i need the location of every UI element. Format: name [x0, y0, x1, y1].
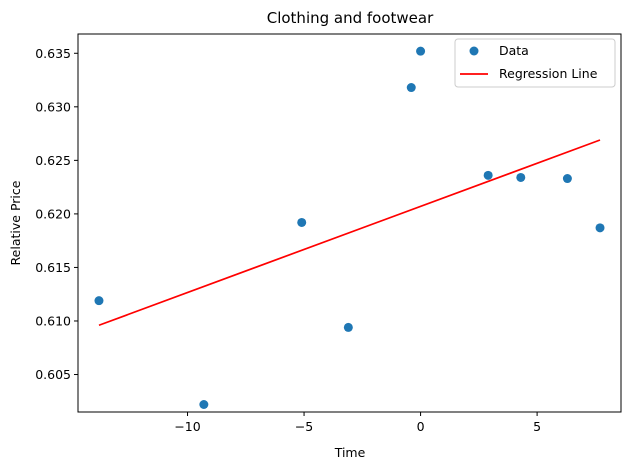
- plot-frame: [77, 33, 622, 413]
- data-point: [483, 170, 493, 180]
- legend-data-marker: [469, 46, 479, 56]
- data-point: [297, 217, 307, 227]
- chart-title: Clothing and footwear: [267, 9, 434, 27]
- data-point: [562, 174, 572, 184]
- y-tick-label: 0.635: [35, 46, 71, 61]
- plot-content: [94, 46, 605, 410]
- y-tick-label: 0.630: [35, 99, 71, 114]
- data-point: [406, 83, 416, 93]
- data-point: [595, 223, 605, 233]
- y-tick-label: 0.620: [35, 206, 71, 221]
- data-point: [199, 400, 209, 410]
- data-point: [343, 322, 353, 332]
- x-tick-label: 5: [533, 419, 541, 434]
- y-axis-label: Relative Price: [8, 180, 23, 265]
- legend: Data Regression Line: [454, 38, 616, 88]
- y-tick-label: 0.605: [35, 367, 71, 382]
- legend-label-regression: Regression Line: [499, 66, 598, 81]
- x-axis-ticks: −10 −5 0 5: [174, 412, 541, 434]
- y-tick-label: 0.610: [35, 313, 71, 328]
- legend-box: [454, 38, 616, 88]
- x-tick-label: −5: [295, 419, 313, 434]
- y-tick-label: 0.625: [35, 153, 71, 168]
- x-tick-label: 0: [417, 419, 425, 434]
- x-axis-label: Time: [334, 445, 366, 460]
- data-point: [94, 296, 104, 306]
- y-axis-ticks: 0.605 0.610 0.615 0.620 0.625 0.630 0.635: [35, 46, 78, 382]
- regression-line: [98, 139, 601, 327]
- data-point: [416, 46, 426, 56]
- y-tick-label: 0.615: [35, 260, 71, 275]
- data-point: [516, 172, 526, 182]
- legend-label-data: Data: [499, 43, 529, 58]
- x-tick-label: −10: [174, 419, 200, 434]
